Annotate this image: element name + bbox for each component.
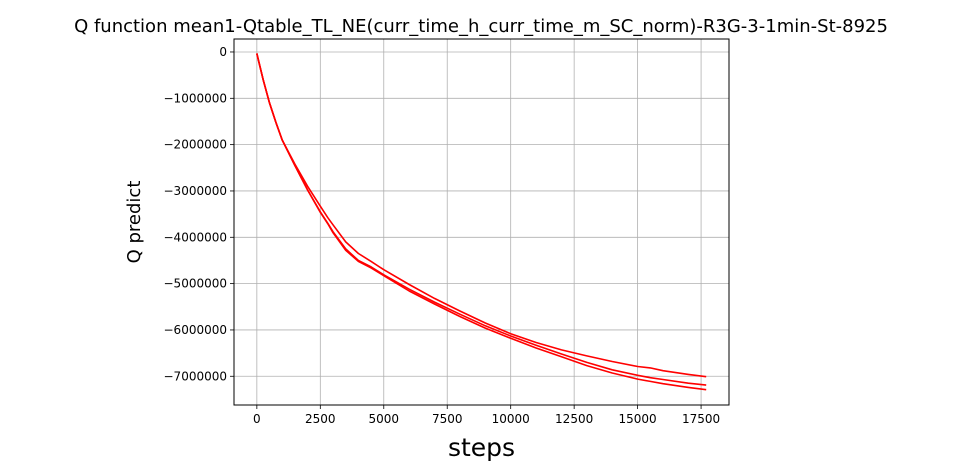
y-axis-label: Q predict	[124, 181, 145, 264]
x-tick-label: 17500	[682, 412, 720, 426]
tick-labels: 0 2500 5000 7500 10000 12500 15000 17500 0 −10000…	[164, 45, 721, 426]
ticks	[230, 51, 702, 409]
plot-area-frame	[233, 38, 730, 406]
chart-title: Q function mean1-Qtable_TL_NE(curr_time_…	[74, 16, 888, 37]
x-tick-label: 10000	[492, 412, 530, 426]
y-tick-label: −3000000	[164, 184, 228, 198]
y-tick-label: −4000000	[164, 230, 228, 244]
series-line-3	[256, 53, 707, 391]
x-tick-label: 7500	[432, 412, 463, 426]
y-tick-label: −7000000	[164, 369, 228, 383]
y-tick-label: −2000000	[164, 138, 228, 152]
x-tick-label: 2500	[305, 412, 336, 426]
grid	[234, 39, 729, 405]
y-tick-label: −6000000	[164, 323, 228, 337]
x-axis-label: steps	[448, 433, 515, 462]
series-layer	[256, 53, 707, 391]
y-tick-label: −5000000	[164, 277, 228, 291]
x-tick-label: 0	[253, 412, 261, 426]
x-tick-label: 5000	[368, 412, 399, 426]
y-tick-label: 0	[219, 45, 227, 59]
x-tick-label: 15000	[619, 412, 657, 426]
y-tick-label: −1000000	[164, 91, 228, 105]
x-tick-label: 12500	[555, 412, 593, 426]
